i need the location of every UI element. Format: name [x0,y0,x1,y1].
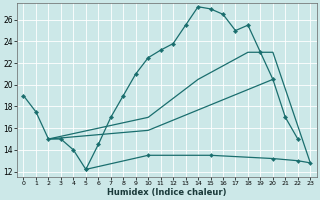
X-axis label: Humidex (Indice chaleur): Humidex (Indice chaleur) [107,188,227,197]
